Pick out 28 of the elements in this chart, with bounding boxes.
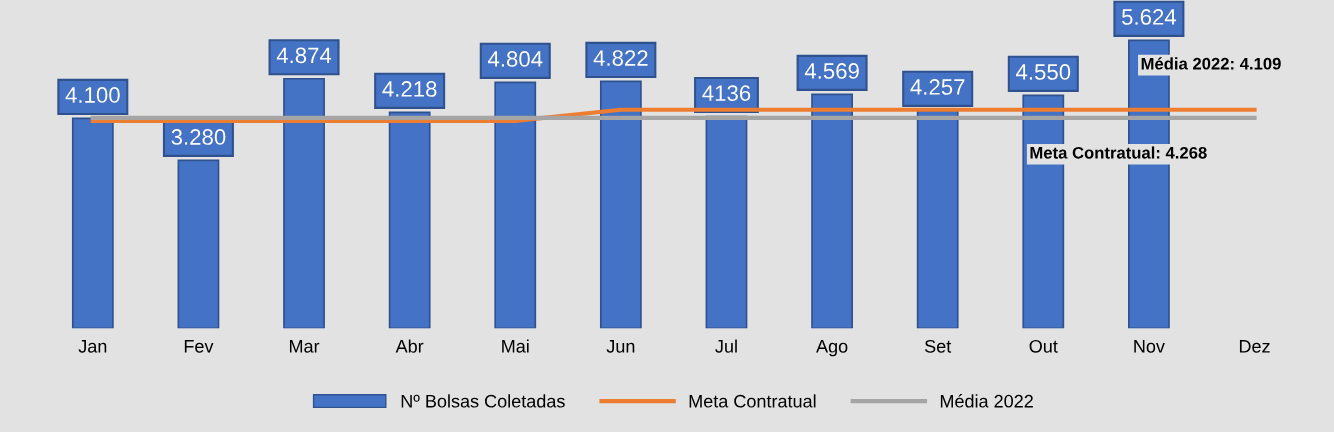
x-tick-label: Mar [289,340,320,353]
data-label: 4.569 [804,63,859,79]
data-label: 5.624 [1121,9,1177,25]
annotation: Meta Contratual: 4.268 [1030,146,1207,159]
x-tick-label: Dez [1239,340,1270,353]
x-tick-label: Abr [395,339,424,353]
x-tick-label: Jun [606,340,635,353]
data-label: 4.218 [382,81,437,97]
x-tick-label: Nov [1134,340,1165,353]
legend-label: Média 2022 [940,394,1033,408]
data-label: 4.874 [276,47,332,64]
x-tick-label: Jan [78,340,107,353]
data-label: 3.280 [171,129,226,145]
x-tick-label: Mai [502,339,529,353]
x-tick-label: Out [1029,339,1058,353]
data-label: 4.100 [65,87,120,103]
data-label: 4.822 [593,50,648,66]
data-label: 4.550 [1016,64,1071,80]
x-tick-label: Fev [184,340,214,353]
x-tick-label: Ago [816,340,848,357]
legend-label: Nº Bolsas Coletadas [401,394,565,408]
annotation: Média 2022: 4.109 [1141,57,1281,70]
x-tick-label: Set [924,339,952,353]
data-label: 4136 [702,85,751,102]
legend-label: Meta Contratual [689,394,816,408]
data-label: 4.804 [487,51,543,67]
data-label: 4.257 [910,79,965,95]
x-tick-label: Jul [715,339,737,353]
